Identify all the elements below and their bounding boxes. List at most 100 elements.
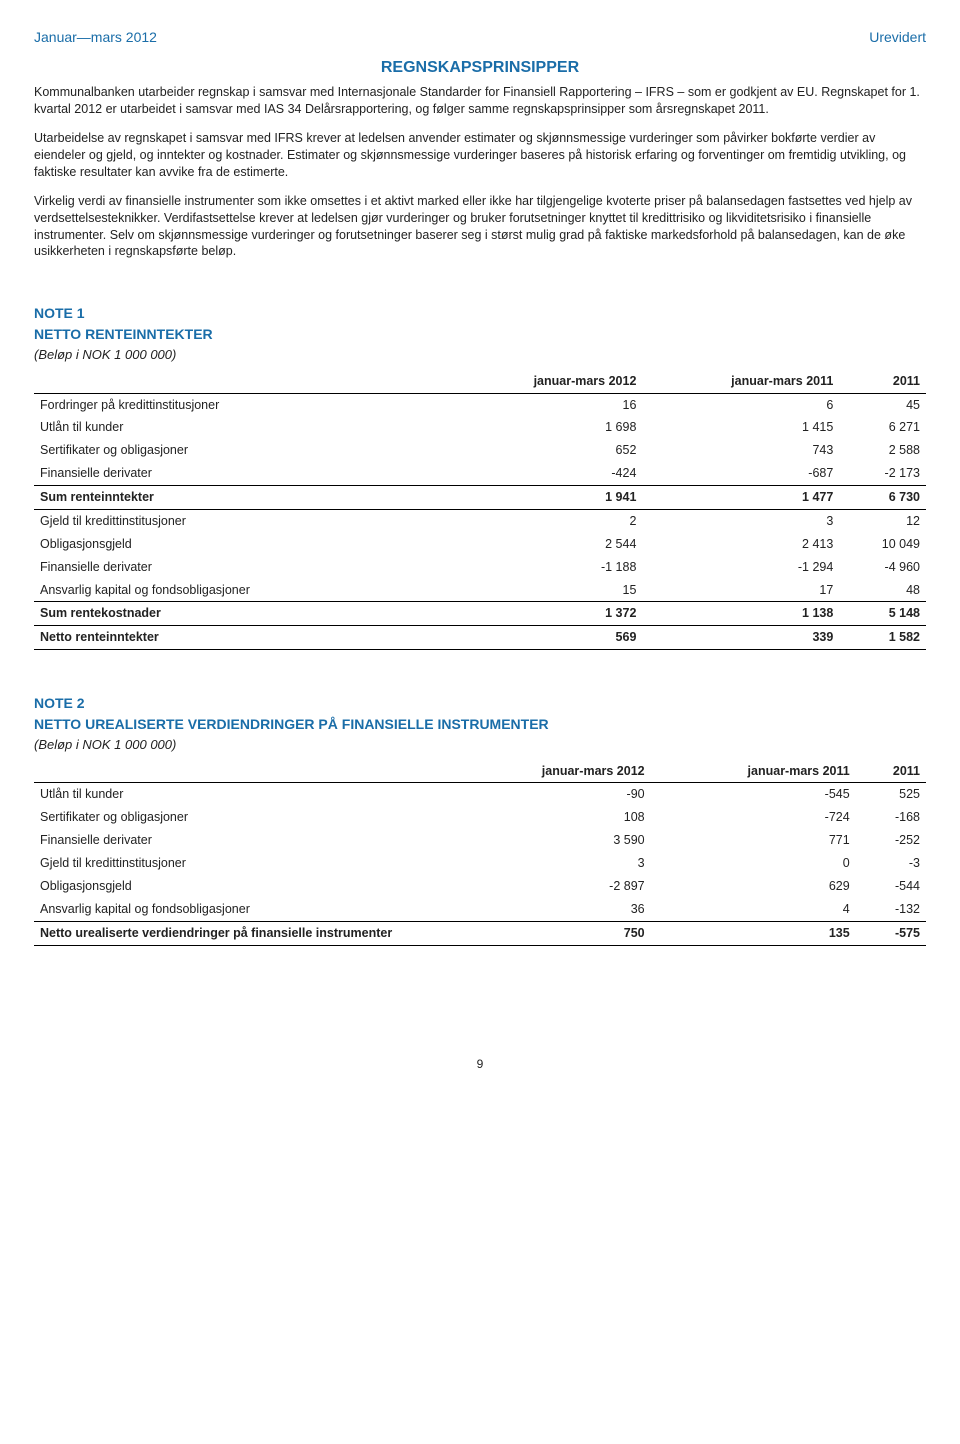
table-cell: Ansvarlig kapital og fondsobligasjoner [34,579,444,602]
table-header-cell: 2011 [856,760,926,783]
table-row: Obligasjonsgjeld2 5442 41310 049 [34,533,926,556]
table-cell: Sertifikater og obligasjoner [34,439,444,462]
note2-subtitle: (Beløp i NOK 1 000 000) [34,736,926,754]
table-cell: 48 [839,579,926,602]
note1-subtitle: (Beløp i NOK 1 000 000) [34,346,926,364]
table-cell: 5 148 [839,602,926,626]
table-cell: 1 138 [642,602,839,626]
table-row: Gjeld til kredittinstitusjoner2312 [34,509,926,532]
table-cell: 135 [651,921,856,945]
table-row: Ansvarlig kapital og fondsobligasjoner15… [34,579,926,602]
main-title: REGNSKAPSPRINSIPPER [34,57,926,79]
header-right: Urevidert [869,28,926,47]
table-cell: -90 [444,783,650,806]
table-cell: 108 [444,806,650,829]
table-cell: 1 415 [642,416,839,439]
table-cell: 2 588 [839,439,926,462]
table-cell: 6 [642,393,839,416]
table-cell: Utlån til kunder [34,783,444,806]
table-cell: 10 049 [839,533,926,556]
table-cell: 525 [856,783,926,806]
page-header: Januar—mars 2012 Urevidert [34,28,926,47]
table-row: Sertifikater og obligasjoner6527432 588 [34,439,926,462]
table-row: Sum rentekostnader1 3721 1385 148 [34,602,926,626]
table-header-cell: januar-mars 2012 [444,370,642,393]
table-cell: -424 [444,462,642,485]
table-cell: 629 [651,875,856,898]
table-cell: 16 [444,393,642,416]
table-cell: 2 544 [444,533,642,556]
table-cell: 2 413 [642,533,839,556]
table-cell: 652 [444,439,642,462]
table-cell: Gjeld til kredittinstitusjoner [34,852,444,875]
table-row: Netto urealiserte verdiendringer på fina… [34,921,926,945]
table-row: Gjeld til kredittinstitusjoner30-3 [34,852,926,875]
table-cell: 750 [444,921,650,945]
table-cell: 12 [839,509,926,532]
page-number: 9 [34,1056,926,1072]
table-cell: 339 [642,626,839,650]
note1-title: NETTO RENTEINNTEKTER [34,325,926,344]
table-cell: 3 [444,852,650,875]
table-header-cell: januar-mars 2011 [651,760,856,783]
table-cell: 1 477 [642,486,839,510]
table-row: Utlån til kunder1 6981 4156 271 [34,416,926,439]
table-cell: Fordringer på kredittinstitusjoner [34,393,444,416]
note1-table: januar-mars 2012januar-mars 20112011Ford… [34,370,926,651]
table-row: Finansielle derivater-424-687-2 173 [34,462,926,485]
body-text: Kommunalbanken utarbeider regnskap i sam… [34,84,926,260]
paragraph: Virkelig verdi av finansielle instrument… [34,193,926,261]
table-cell: -1 188 [444,556,642,579]
table-header-cell: januar-mars 2012 [444,760,650,783]
table-cell: Obligasjonsgjeld [34,533,444,556]
table-cell: -252 [856,829,926,852]
table-cell: Sertifikater og obligasjoner [34,806,444,829]
table-cell: -168 [856,806,926,829]
table-cell: Finansielle derivater [34,556,444,579]
table-row: Fordringer på kredittinstitusjoner16645 [34,393,926,416]
table-cell: 17 [642,579,839,602]
table-cell: 569 [444,626,642,650]
table-cell: 36 [444,898,650,921]
table-cell: 1 941 [444,486,642,510]
table-cell: Finansielle derivater [34,829,444,852]
table-cell: Sum renteinntekter [34,486,444,510]
table-row: Finansielle derivater3 590771-252 [34,829,926,852]
table-header-cell [34,370,444,393]
table-cell: Ansvarlig kapital og fondsobligasjoner [34,898,444,921]
table-cell: Sum rentekostnader [34,602,444,626]
table-cell: 771 [651,829,856,852]
table-cell: Finansielle derivater [34,462,444,485]
table-cell: 45 [839,393,926,416]
table-cell: -545 [651,783,856,806]
table-header-cell [34,760,444,783]
table-row: Utlån til kunder-90-545525 [34,783,926,806]
table-row: Finansielle derivater-1 188-1 294-4 960 [34,556,926,579]
table-cell: 1 582 [839,626,926,650]
table-cell: -3 [856,852,926,875]
table-cell: 0 [651,852,856,875]
table-row: Obligasjonsgjeld-2 897629-544 [34,875,926,898]
table-row: Ansvarlig kapital og fondsobligasjoner36… [34,898,926,921]
paragraph: Kommunalbanken utarbeider regnskap i sam… [34,84,926,118]
table-cell: -687 [642,462,839,485]
table-cell: 2 [444,509,642,532]
table-cell: -2 897 [444,875,650,898]
table-cell: 3 [642,509,839,532]
table-cell: 4 [651,898,856,921]
paragraph: Utarbeidelse av regnskapet i samsvar med… [34,130,926,181]
table-cell: -544 [856,875,926,898]
table-cell: Obligasjonsgjeld [34,875,444,898]
header-left: Januar—mars 2012 [34,28,157,47]
note1-heading: NOTE 1 [34,304,926,323]
table-row: Sertifikater og obligasjoner108-724-168 [34,806,926,829]
table-cell: Netto urealiserte verdiendringer på fina… [34,921,444,945]
table-cell: 6 730 [839,486,926,510]
table-cell: Netto renteinntekter [34,626,444,650]
table-cell: -1 294 [642,556,839,579]
table-row: Netto renteinntekter5693391 582 [34,626,926,650]
table-cell: -4 960 [839,556,926,579]
table-cell: -724 [651,806,856,829]
table-cell: 743 [642,439,839,462]
table-cell: -575 [856,921,926,945]
